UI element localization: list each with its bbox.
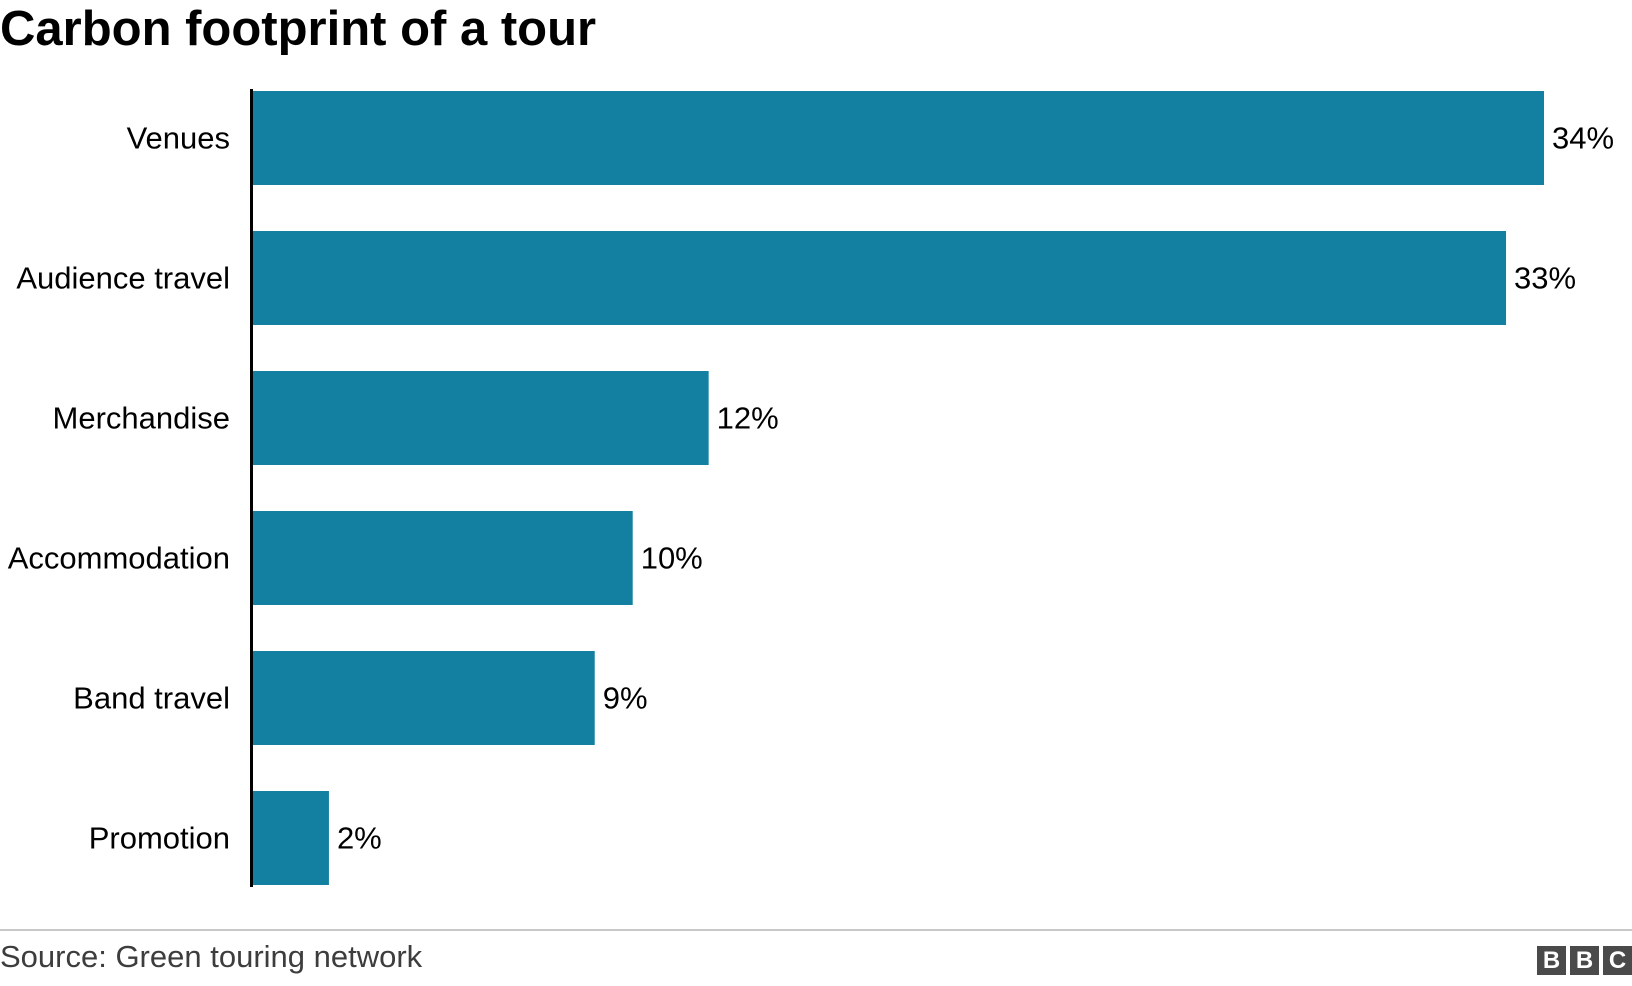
bar-venues [253,91,1544,185]
category-label: Audience travel [16,261,230,296]
chart-title: Carbon footprint of a tour [0,2,597,56]
bar-band-travel [253,651,595,745]
bar-promotion [253,791,329,885]
value-label: 12% [717,401,779,436]
logo-letter: B [1570,946,1599,975]
value-label: 2% [337,821,382,856]
logo-letter: C [1603,946,1632,975]
value-label: 33% [1514,261,1576,296]
logo-letter: B [1537,946,1566,975]
bar-accommodation [253,511,633,605]
bbc-logo: B B C [1537,946,1632,975]
value-labels: 34% 33% 12% 10% 9% 2% [337,121,1614,856]
category-labels: Venues Audience travel Merchandise Accommod… [8,121,230,856]
category-label: Accommodation [8,541,230,576]
category-label: Promotion [89,821,230,856]
source-note: Source: Green touring network [0,939,423,974]
bars-layer [253,91,1544,885]
category-label: Venues [127,121,230,156]
bar-audience-travel [253,231,1507,325]
value-label: 34% [1552,121,1614,156]
category-label: Band travel [73,681,230,716]
footer-divider [0,929,1632,931]
bar-merchandise [253,371,709,465]
value-label: 9% [603,681,648,716]
category-label: Merchandise [53,401,230,436]
value-label: 10% [641,541,703,576]
